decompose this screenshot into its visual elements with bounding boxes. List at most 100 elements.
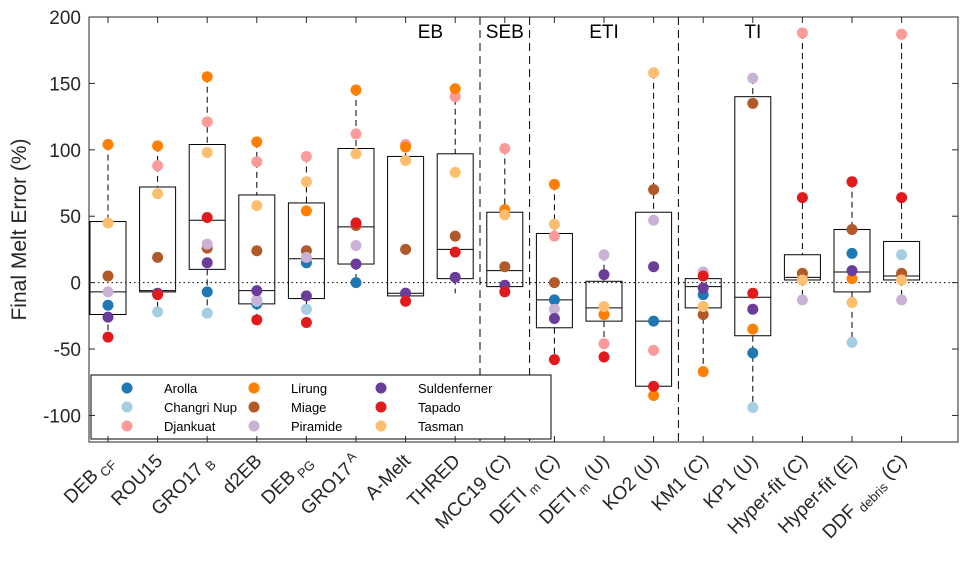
group-label: SEB xyxy=(486,22,524,43)
data-point xyxy=(449,271,461,283)
data-point xyxy=(201,257,213,269)
legend-label: Djankuat xyxy=(164,419,216,434)
data-point xyxy=(499,209,511,221)
box-rect xyxy=(635,211,673,387)
box-6 xyxy=(387,143,425,302)
data-point xyxy=(300,251,312,263)
legend-marker xyxy=(121,401,133,413)
data-point xyxy=(300,316,312,328)
data-point xyxy=(201,146,213,158)
data-point xyxy=(747,287,759,299)
data-point xyxy=(449,246,461,258)
y-tick-label: 150 xyxy=(49,74,81,95)
data-point xyxy=(350,128,362,140)
data-point xyxy=(896,294,908,306)
data-point xyxy=(400,243,412,255)
box-15 xyxy=(833,181,871,343)
plot-frame xyxy=(88,16,959,443)
data-point xyxy=(350,217,362,229)
box-rect xyxy=(387,155,425,297)
data-point xyxy=(102,299,114,311)
data-point xyxy=(251,156,263,168)
data-point xyxy=(846,247,858,259)
data-point xyxy=(648,380,660,392)
box-5 xyxy=(337,90,375,283)
data-point xyxy=(697,301,709,313)
data-point xyxy=(747,72,759,84)
data-point xyxy=(300,290,312,302)
legend-label: Suldenferner xyxy=(418,381,493,396)
box-14 xyxy=(783,32,821,300)
box-rect xyxy=(734,96,772,337)
box-2 xyxy=(188,76,226,314)
data-point xyxy=(896,249,908,261)
legend-item: Tasman xyxy=(375,419,464,434)
data-point xyxy=(648,315,660,327)
data-point xyxy=(201,238,213,250)
data-point xyxy=(400,295,412,307)
data-point xyxy=(747,303,759,315)
data-point xyxy=(648,261,660,273)
legend-label: Piramide xyxy=(291,419,342,434)
series-miage xyxy=(102,97,908,320)
data-point xyxy=(846,336,858,348)
box-rect xyxy=(188,144,226,270)
data-point xyxy=(400,287,412,299)
data-point xyxy=(102,139,114,150)
data-point xyxy=(201,116,213,128)
data-point xyxy=(747,401,759,413)
data-point xyxy=(796,27,808,39)
data-point xyxy=(598,351,610,363)
data-point xyxy=(846,273,858,285)
box-rect xyxy=(585,280,623,322)
legend-item: Arolla xyxy=(121,381,198,396)
data-point xyxy=(598,309,610,320)
legend-marker xyxy=(248,420,260,432)
group-label: ETI xyxy=(589,22,619,43)
data-point xyxy=(697,270,709,282)
data-point xyxy=(796,192,808,204)
data-point xyxy=(796,274,808,286)
legend-item: Djankuat xyxy=(121,419,216,434)
data-point xyxy=(648,67,660,79)
legend-box xyxy=(90,374,552,440)
data-point xyxy=(251,285,263,297)
box-7 xyxy=(436,88,474,294)
legend-item: Changri Nup xyxy=(121,400,237,415)
y-tick-label: -100 xyxy=(43,406,81,427)
data-point xyxy=(152,251,164,263)
y-tick-label: 200 xyxy=(49,8,81,29)
data-point xyxy=(449,230,461,242)
data-point xyxy=(548,312,560,324)
legend-marker xyxy=(121,382,133,394)
group-label: EB xyxy=(418,22,443,43)
y-tick-label: 0 xyxy=(70,274,81,295)
data-point xyxy=(648,390,660,402)
data-point xyxy=(548,230,560,242)
data-point xyxy=(648,344,660,356)
data-point xyxy=(846,297,858,309)
data-point xyxy=(796,294,808,306)
data-point xyxy=(449,83,461,95)
legend-item: Lirung xyxy=(248,381,327,396)
data-point xyxy=(300,150,312,162)
data-point xyxy=(747,97,759,109)
data-point xyxy=(697,282,709,294)
data-point xyxy=(548,218,560,230)
data-point xyxy=(449,166,461,178)
series-tapado xyxy=(102,176,908,392)
data-point xyxy=(598,338,610,350)
legend-label: Miage xyxy=(291,400,326,415)
box-9 xyxy=(535,184,573,360)
series-tasman xyxy=(102,67,908,313)
legend-marker xyxy=(375,401,387,413)
data-point xyxy=(548,354,560,366)
legend-label: Tapado xyxy=(418,400,461,415)
data-point xyxy=(350,84,362,96)
data-point xyxy=(152,188,164,200)
data-point xyxy=(201,286,213,298)
data-point xyxy=(152,289,164,301)
data-point xyxy=(548,277,560,289)
data-point xyxy=(201,71,213,83)
data-point xyxy=(747,347,759,359)
